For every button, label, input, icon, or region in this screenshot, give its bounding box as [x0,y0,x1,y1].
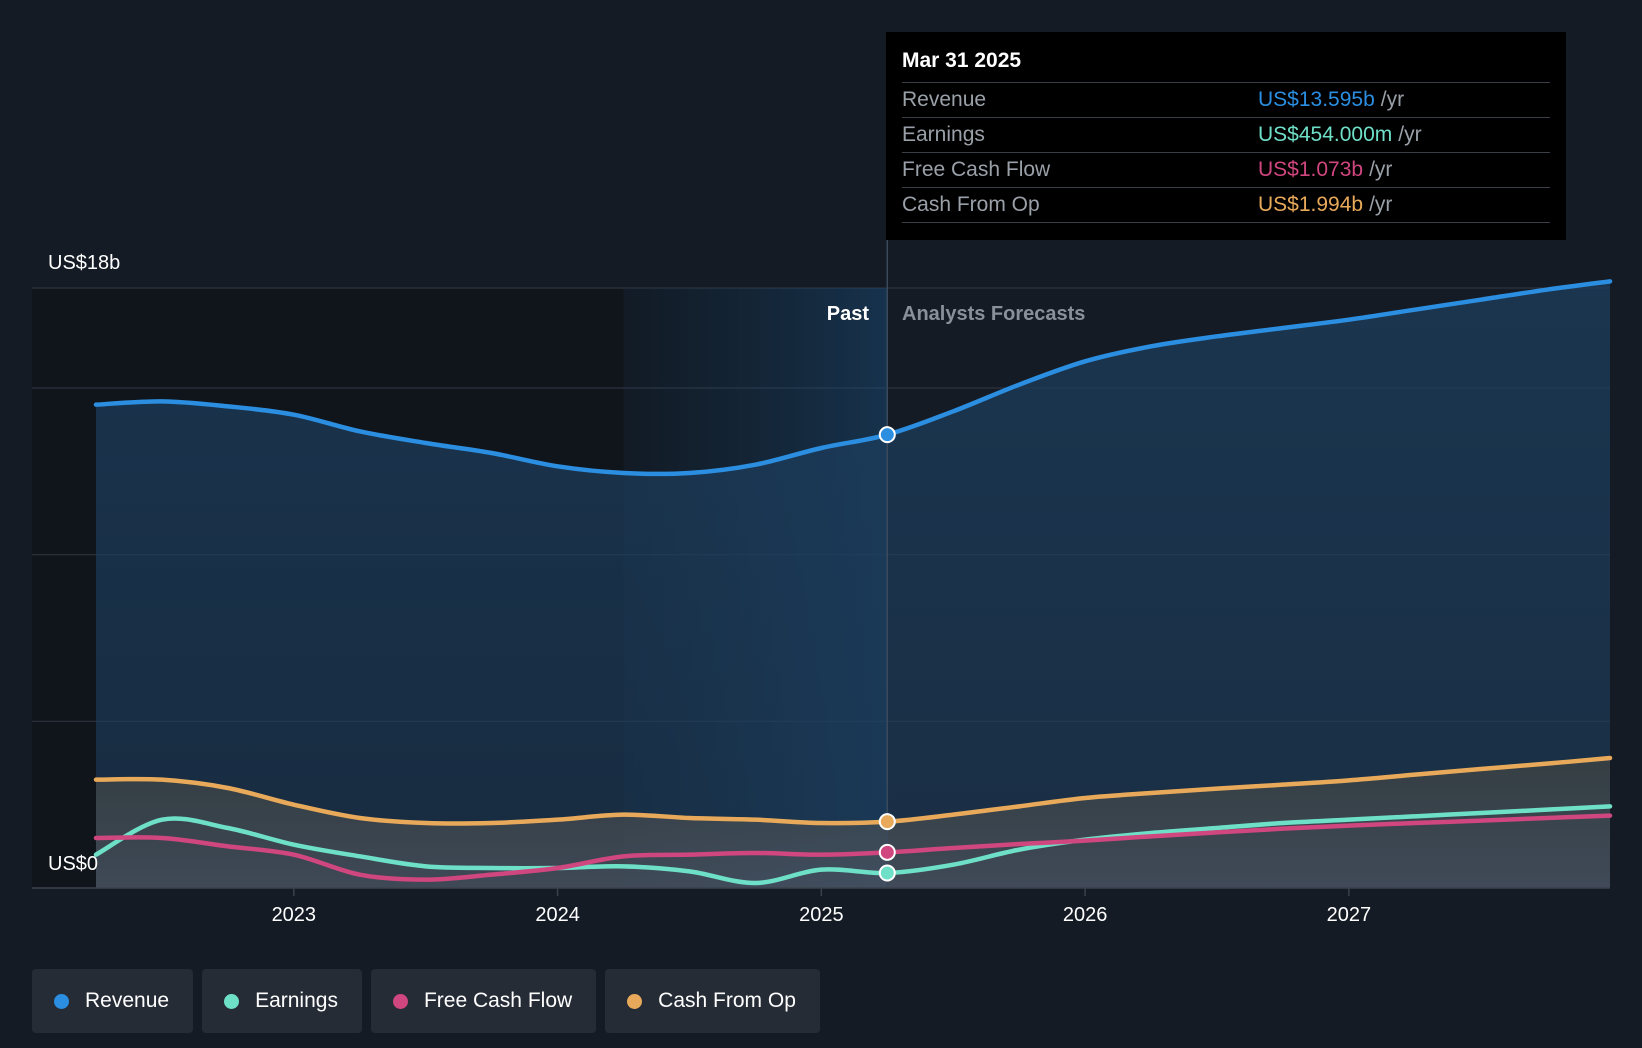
x-tick-label: 2023 [272,904,317,926]
series-areas [96,281,1610,888]
free-cash-flow-dot-icon [392,993,408,1009]
earnings-line [93,804,1613,886]
past-label: Past [827,303,870,325]
x-tick-label: 2026 [1063,904,1108,926]
y-axis-top-label: US$18b [48,252,121,274]
earnings-dot-icon [224,993,240,1009]
forecast-label: Analysts Forecasts [902,303,1085,325]
legend-item-cash-from-op[interactable]: Cash From Op [605,969,820,1033]
tooltip-row-revenue: Revenue US$13.595b /yr [902,83,1550,118]
legend-label: Cash From Op [658,989,796,1012]
cash-from-op-marker [878,813,896,831]
tooltip-value: US$454.000m [1258,123,1393,146]
tooltip-unit: /yr [1380,88,1405,111]
tooltip-value: US$1.994b [1258,193,1364,216]
legend-item-revenue[interactable]: Revenue [32,969,194,1033]
series-lines [93,279,1613,886]
legend: Revenue Earnings Free Cash Flow Cash Fro… [32,969,820,1033]
revenue-dot-icon [54,993,69,1009]
cash-from-op-dot-icon [627,993,643,1009]
cash-from-op-line [93,755,1613,826]
tooltip-value: US$13.595b [1258,88,1375,111]
tooltip-unit: /yr [1398,123,1422,146]
tooltip-row-earnings: Earnings US$454.000m /yr [902,118,1550,153]
tooltip-unit: /yr [1369,158,1393,181]
series-markers [878,426,896,882]
revenue-line [93,279,1613,477]
legend-label: Earnings [255,989,338,1012]
x-tick-label: 2024 [535,904,580,926]
x-tick-label: 2025 [799,904,844,926]
x-tick-label: 2027 [1327,904,1372,926]
tooltip-label: Free Cash Flow [902,158,1051,181]
earnings-marker [878,864,896,882]
legend-item-free-cash-flow[interactable]: Free Cash Flow [370,969,597,1033]
tooltip-date: Mar 31 2025 [902,46,1550,83]
legend-label: Free Cash Flow [423,989,573,1012]
cash-from-op-area [96,758,1610,888]
tooltip-label: Cash From Op [902,193,1040,216]
free-cash-flow-marker [878,843,896,861]
x-axis-ticks: 2023 2024 2025 2026 2027 [32,887,1610,926]
revenue-marker [878,426,896,444]
legend-item-earnings[interactable]: Earnings [202,969,362,1033]
tooltip-value: US$1.073b [1258,158,1364,181]
tooltip-unit: /yr [1369,193,1393,216]
y-axis-bottom-label: US$0 [48,853,99,875]
tooltip: Mar 31 2025 Revenue US$13.595b /yr Earni… [886,32,1566,240]
tooltip-label: Earnings [902,123,985,146]
tooltip-label: Revenue [902,88,987,111]
tooltip-row-free-cash-flow: Free Cash Flow US$1.073b /yr [902,153,1550,188]
revenue-area [96,281,1610,888]
legend-label: Revenue [85,989,170,1012]
tooltip-row-cash-from-op: Cash From Op US$1.994b /yr [902,188,1550,223]
free-cash-flow-line [93,813,1613,882]
